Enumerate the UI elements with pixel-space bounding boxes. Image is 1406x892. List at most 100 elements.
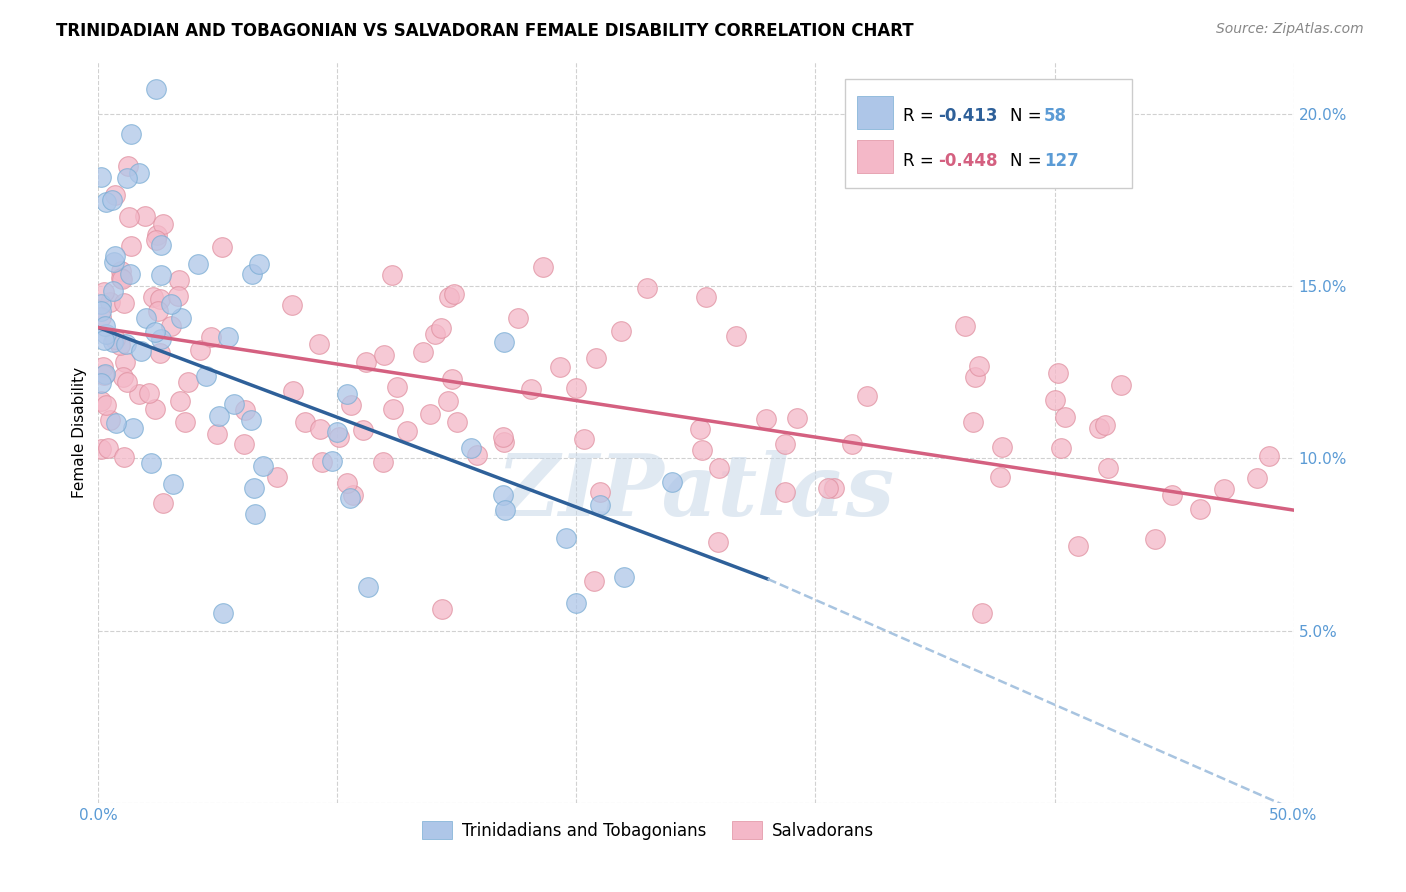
Point	[266, 470, 288, 484]
Point	[423, 326, 446, 341]
FancyBboxPatch shape	[845, 78, 1132, 188]
Point	[122, 420, 145, 434]
Point	[969, 359, 991, 374]
Point	[108, 338, 131, 352]
Point	[90, 310, 112, 324]
Point	[91, 360, 114, 375]
Text: -0.448: -0.448	[939, 152, 998, 169]
Point	[1212, 483, 1234, 497]
Point	[326, 425, 349, 440]
Point	[145, 82, 167, 96]
Point	[110, 271, 132, 285]
Point	[149, 292, 172, 306]
Point	[139, 456, 162, 470]
FancyBboxPatch shape	[858, 95, 893, 129]
Point	[339, 398, 361, 412]
Point	[100, 193, 122, 207]
Point	[150, 237, 173, 252]
Point	[589, 484, 612, 499]
Point	[162, 476, 184, 491]
Point	[104, 332, 127, 346]
Point	[142, 290, 165, 304]
Point	[233, 403, 256, 417]
Point	[336, 387, 359, 401]
Point	[98, 413, 121, 427]
Point	[492, 488, 515, 502]
Point	[385, 379, 408, 393]
Point	[1246, 471, 1268, 485]
Point	[492, 429, 515, 443]
Point	[1160, 488, 1182, 502]
Point	[724, 329, 747, 343]
Point	[430, 321, 453, 335]
Point	[240, 267, 263, 281]
Point	[90, 376, 112, 390]
Point	[110, 264, 132, 278]
Point	[990, 440, 1012, 454]
Point	[1189, 502, 1212, 516]
Point	[589, 498, 612, 512]
Point	[311, 455, 333, 469]
Point	[356, 580, 378, 594]
Point	[565, 595, 588, 609]
Point	[1094, 418, 1116, 433]
Point	[548, 359, 571, 374]
Point	[841, 437, 863, 451]
Point	[328, 430, 350, 444]
Point	[90, 393, 112, 408]
Point	[104, 416, 127, 430]
Point	[354, 355, 377, 369]
Point	[94, 368, 117, 382]
Point	[419, 407, 441, 421]
Point	[988, 470, 1011, 484]
Point	[117, 159, 139, 173]
Point	[93, 368, 115, 383]
Point	[115, 171, 138, 186]
Point	[93, 334, 115, 348]
Point	[115, 375, 138, 389]
Text: 58: 58	[1043, 108, 1067, 126]
Point	[1054, 410, 1077, 425]
Point	[955, 319, 977, 334]
Legend: Trinidadians and Tobagonians, Salvadorans: Trinidadians and Tobagonians, Salvadoran…	[416, 814, 880, 847]
Point	[564, 381, 586, 395]
Point	[336, 476, 359, 491]
Point	[437, 290, 460, 304]
Point	[146, 304, 169, 318]
Point	[94, 195, 117, 210]
Point	[152, 217, 174, 231]
Point	[90, 442, 112, 456]
Point	[281, 297, 304, 311]
Point	[494, 435, 516, 450]
Text: N =: N =	[1011, 108, 1047, 126]
Point	[143, 401, 166, 416]
Point	[1097, 460, 1119, 475]
Point	[211, 240, 233, 254]
Point	[440, 372, 463, 386]
Point	[572, 432, 595, 446]
Text: N =: N =	[1011, 152, 1047, 169]
Point	[636, 281, 658, 295]
Point	[308, 422, 330, 436]
FancyBboxPatch shape	[858, 140, 893, 173]
Point	[90, 170, 112, 185]
Point	[150, 268, 173, 283]
Point	[613, 570, 636, 584]
Point	[1043, 392, 1066, 407]
Point	[93, 285, 115, 300]
Point	[145, 233, 167, 247]
Point	[177, 375, 200, 389]
Point	[104, 188, 127, 202]
Point	[373, 348, 395, 362]
Point	[146, 227, 169, 242]
Point	[437, 393, 460, 408]
Point	[103, 255, 125, 269]
Point	[443, 287, 465, 301]
Point	[965, 370, 987, 384]
Point	[294, 416, 316, 430]
Point	[1050, 441, 1073, 455]
Point	[128, 387, 150, 401]
Point	[120, 239, 142, 253]
Point	[166, 289, 188, 303]
Text: Source: ZipAtlas.com: Source: ZipAtlas.com	[1216, 22, 1364, 37]
